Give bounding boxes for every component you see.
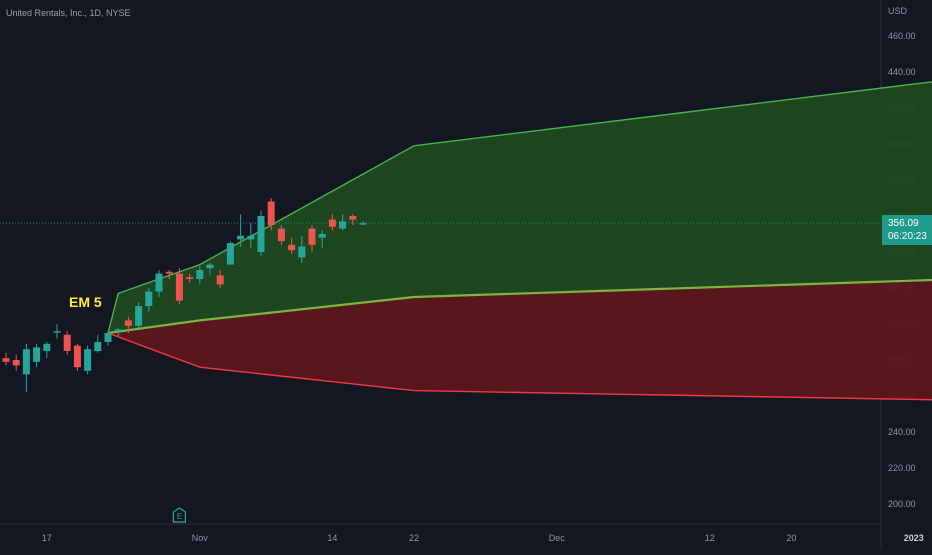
candle-body — [53, 331, 61, 333]
candle-body — [328, 219, 336, 227]
lower-bound-line — [107, 332, 932, 401]
currency-label: USD — [888, 6, 908, 16]
x-tick-label: 22 — [409, 533, 419, 543]
y-tick-label: 200.00 — [888, 499, 916, 509]
last-price-tag: 356.09 06:20:23 — [882, 215, 932, 245]
candles-group — [2, 198, 367, 393]
candle-body — [155, 273, 163, 292]
candle-body — [288, 244, 296, 251]
candle-body — [339, 221, 347, 229]
candle-body — [84, 349, 92, 371]
last-price-value: 356.09 — [888, 218, 919, 229]
y-tick-label: 440.00 — [888, 67, 916, 77]
candle-body — [308, 228, 316, 245]
candle-body — [135, 306, 143, 326]
y-tick-label: 220.00 — [888, 463, 916, 473]
candle-body — [277, 228, 285, 242]
candle-body — [145, 291, 153, 306]
candle-body — [267, 201, 275, 225]
y-tick-label: 240.00 — [888, 427, 916, 437]
symbol-title: United Rentals, Inc., 1D, NYSE — [6, 8, 131, 18]
candle-body — [12, 360, 20, 366]
candle-body — [43, 343, 51, 351]
y-tick-label: 460.00 — [888, 31, 916, 41]
candle-body — [124, 320, 132, 326]
candle-body — [318, 234, 326, 238]
candle-body — [104, 333, 112, 342]
x-tick-label: Dec — [549, 533, 566, 543]
candle-body — [247, 235, 255, 240]
candle-body — [359, 223, 367, 225]
candle-body — [165, 271, 173, 274]
candle-body — [206, 264, 214, 269]
candle-body — [226, 243, 234, 265]
candle-body — [237, 235, 245, 240]
candle-body — [2, 358, 10, 362]
candle-body — [298, 246, 306, 258]
bullish-zone — [108, 81, 932, 333]
x-tick-label: 12 — [705, 533, 715, 543]
x-tick-label: 2023 — [904, 533, 924, 543]
mid-bound-line — [107, 278, 932, 335]
candle-body — [22, 349, 30, 375]
candle-body — [186, 277, 194, 279]
em-label: EM 5 — [69, 294, 102, 310]
candle-body — [175, 273, 183, 301]
candle-body — [63, 334, 71, 351]
upper-bound-line — [107, 81, 932, 334]
candle-body — [114, 329, 122, 332]
x-tick-label: 14 — [327, 533, 337, 543]
x-tick-label: 20 — [786, 533, 796, 543]
candle-body — [257, 216, 265, 252]
candle-body — [196, 270, 204, 279]
candle-body — [94, 342, 102, 351]
marker-frame — [172, 507, 186, 523]
candle-body — [349, 216, 357, 220]
bearish-zone — [108, 280, 932, 400]
candle-body — [216, 275, 224, 285]
x-tick-label: Nov — [192, 533, 209, 543]
candle-body — [73, 345, 81, 368]
marker-letter: E — [177, 512, 182, 521]
candle-body — [33, 347, 41, 362]
dividend-marker-icon: E — [172, 507, 186, 523]
bar-countdown: 06:20:23 — [888, 231, 927, 242]
x-tick-label: 17 — [42, 533, 52, 543]
